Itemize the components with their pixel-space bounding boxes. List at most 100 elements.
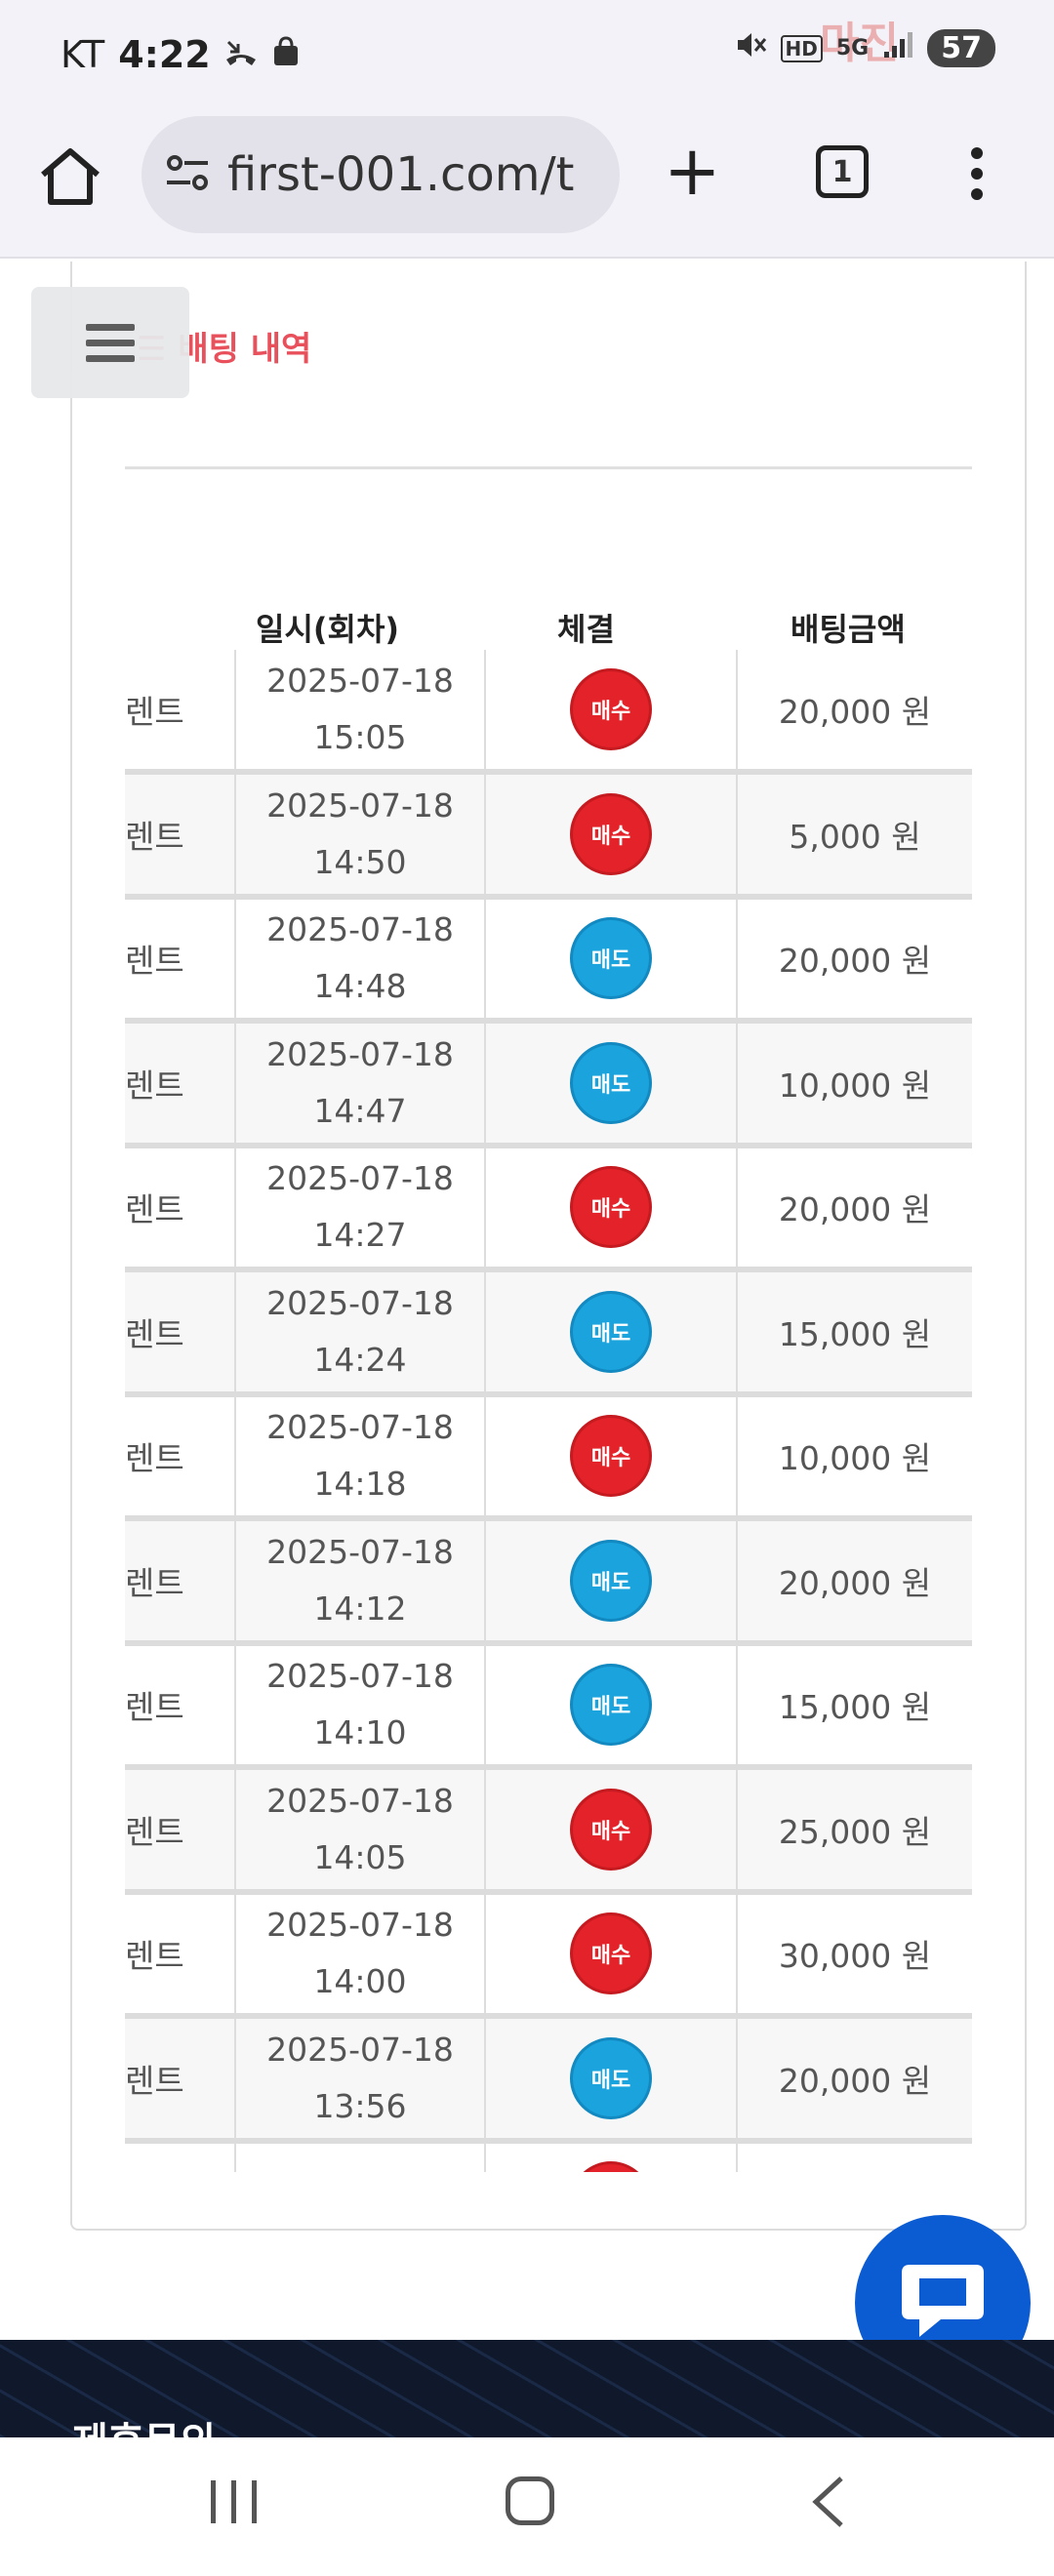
row-time: 14:05 [313, 1837, 407, 1876]
table-row[interactable]: 렌트 2025-07-18 14:48 매도 20,000 원 [125, 899, 972, 1024]
row-amount: 20,000 원 [778, 1190, 932, 1228]
row-result: 매도 [486, 1645, 738, 1764]
row-date: 2025-07-18 [266, 1781, 454, 1820]
row-result: 매수 [486, 1147, 738, 1267]
row-amount: 5,000 원 [789, 817, 921, 856]
row-date: 2025-07-18 [266, 662, 454, 700]
row-date: 2025-07-18 [266, 1408, 454, 1446]
row-name [125, 2143, 234, 2172]
row-datetime: 2025-07-18 14:18 [234, 1396, 486, 1515]
row-amount: 25,000 원 [778, 1812, 932, 1851]
row-name: 렌트 [125, 1439, 184, 1477]
row-time: 15:05 [313, 718, 407, 756]
site-settings-icon[interactable] [165, 153, 210, 196]
nav-home-icon[interactable] [506, 2476, 554, 2525]
result-badge: 매수 [570, 1415, 652, 1497]
result-badge: 매도 [570, 1539, 652, 1622]
row-result: 매수 [486, 1894, 738, 2013]
mute-icon [736, 30, 767, 66]
status-right: HD 5G 57 [736, 29, 995, 67]
row-result: 매도 [486, 1520, 738, 1640]
row-name: 렌트 [125, 1314, 184, 1353]
chat-bubble-icon [896, 2257, 990, 2349]
row-time: 14:00 [313, 1962, 407, 2000]
recent-apps-icon[interactable] [211, 2480, 257, 2523]
row-date: 2025-07-18 [266, 785, 454, 825]
row-time: 14:12 [313, 1589, 407, 1628]
row-name: 렌트 [125, 817, 184, 856]
table-row[interactable]: 렌트 2025-07-18 14:24 매도 15,000 원 [125, 1271, 972, 1397]
missed-call-icon [224, 33, 258, 76]
row-date: 2025-07-18 [266, 1657, 454, 1695]
column-header-amount: 배팅금액 [790, 611, 906, 648]
row-time: 14:18 [313, 1465, 407, 1503]
row-datetime: 2025-07-18 [234, 2143, 486, 2172]
carrier-label: KT [61, 33, 105, 76]
table-row[interactable]: 렌트 2025-07-18 14:47 매도 10,000 원 [125, 1023, 972, 1148]
row-amount: 10,000 원 [778, 1439, 932, 1477]
row-datetime: 2025-07-18 14:00 [234, 1894, 486, 2013]
table-row[interactable]: 2025-07-18 [125, 2143, 972, 2172]
address-bar[interactable]: first-001.com/t [142, 116, 620, 233]
table-row[interactable]: 렌트 2025-07-18 15:05 매수 20,000 원 [125, 650, 972, 775]
table-header: 일시(회차) 체결 배팅금액 [125, 597, 972, 648]
row-result: 매수 [486, 1396, 738, 1515]
table-row[interactable]: 렌트 2025-07-18 14:27 매수 20,000 원 [125, 1147, 972, 1272]
result-badge: 매수 [570, 792, 652, 875]
clock: 4:22 [118, 33, 211, 76]
result-badge: 매도 [570, 1290, 652, 1373]
row-amount: 20,000 원 [778, 942, 932, 980]
back-icon[interactable] [808, 2473, 847, 2545]
hamburger-menu-button[interactable] [31, 287, 189, 398]
battery-level: 57 [927, 29, 995, 67]
system-nav-bar [0, 2437, 1054, 2576]
row-datetime: 2025-07-18 14:12 [234, 1520, 486, 1640]
signal-icon [882, 30, 913, 66]
row-datetime: 2025-07-18 14:47 [234, 1023, 486, 1143]
row-result: 매도 [486, 1023, 738, 1143]
footer-banner [0, 2340, 1054, 2437]
result-badge: 매수 [570, 1166, 652, 1248]
column-header-date: 일시(회차) [256, 611, 400, 648]
row-result: 매도 [486, 1271, 738, 1391]
row-amount: 20,000 원 [778, 693, 932, 731]
row-amount [738, 2143, 972, 2172]
row-date: 2025-07-18 [266, 1532, 454, 1571]
row-datetime: 2025-07-18 13:56 [234, 2018, 486, 2138]
browser-toolbar: first-001.com/t + 1 [0, 112, 1054, 259]
betting-history-card [70, 262, 1027, 2231]
result-badge: 매수 [570, 668, 652, 750]
table-row[interactable]: 렌트 2025-07-18 14:50 매수 5,000 원 [125, 774, 972, 900]
row-name: 렌트 [125, 1688, 184, 1726]
result-badge: 매도 [570, 917, 652, 999]
row-datetime: 2025-07-18 14:48 [234, 899, 486, 1018]
table-row[interactable]: 렌트 2025-07-18 14:10 매도 15,000 원 [125, 1645, 972, 1770]
row-result: 매도 [486, 2018, 738, 2138]
row-time: 14:47 [313, 1091, 407, 1130]
row-name: 렌트 [125, 942, 184, 980]
row-result: 매수 [486, 1769, 738, 1889]
row-result: 매도 [486, 899, 738, 1018]
row-amount: 20,000 원 [778, 2061, 932, 2100]
row-name: 렌트 [125, 1066, 184, 1105]
table-row[interactable]: 렌트 2025-07-18 14:00 매수 30,000 원 [125, 1894, 972, 2019]
row-name: 렌트 [125, 693, 184, 731]
row-date: 2025-07-18 [266, 910, 454, 948]
table-row[interactable]: 렌트 2025-07-18 14:12 매도 20,000 원 [125, 1520, 972, 1646]
more-menu-icon[interactable] [971, 147, 991, 200]
row-amount: 10,000 원 [778, 1066, 932, 1105]
new-tab-icon[interactable]: + [664, 131, 721, 211]
column-header-result: 체결 [557, 611, 615, 648]
row-amount: 15,000 원 [778, 1688, 932, 1726]
row-datetime: 2025-07-18 14:24 [234, 1271, 486, 1391]
betting-table[interactable]: 렌트 2025-07-18 15:05 매수 20,000 원 렌트 2025-07-18 1… [125, 650, 972, 2172]
table-row[interactable]: 렌트 2025-07-18 13:56 매도 20,000 원 [125, 2018, 972, 2144]
table-row[interactable]: 렌트 2025-07-18 14:05 매수 25,000 원 [125, 1769, 972, 1895]
table-row[interactable]: 렌트 2025-07-18 14:18 매수 10,000 원 [125, 1396, 972, 1521]
url-text[interactable]: first-001.com/t [227, 147, 575, 202]
row-datetime: 2025-07-18 14:50 [234, 774, 486, 894]
result-badge [570, 2161, 652, 2172]
tab-switcher-button[interactable]: 1 [816, 145, 869, 198]
home-icon[interactable] [35, 141, 105, 212]
row-result [486, 2143, 738, 2172]
